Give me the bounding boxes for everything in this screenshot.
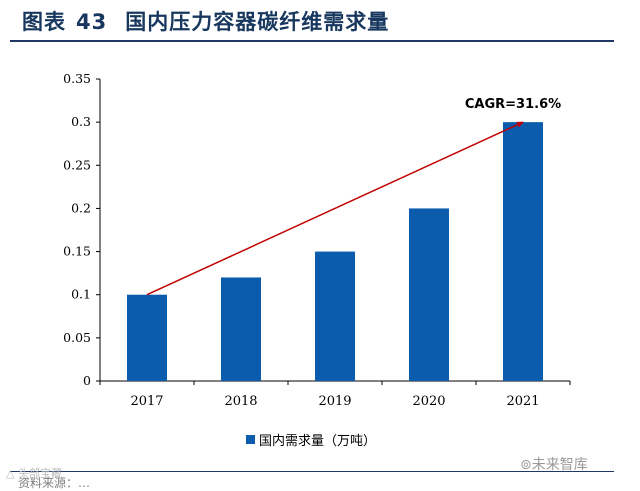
title-divider [10,40,614,42]
bars [127,122,543,382]
y-tick-label: 0.3 [71,114,91,129]
legend: 国内需求量（万吨） [246,430,376,449]
bar-2019 [315,251,355,381]
bar-2017 [127,294,167,381]
legend-swatch [246,435,255,444]
y-tick-label: 0.35 [63,71,91,86]
x-tick-label: 2019 [318,394,351,409]
axes: 0 0.05 0.1 0.15 0.2 0.25 0.3 0.35 2017 2018 2019 20… [63,71,571,409]
y-tick-label: 0.1 [71,287,91,302]
cagr-arrow [146,121,524,296]
y-tick-label: 0.15 [63,244,91,259]
bar-2021 [503,122,543,382]
bar-2018 [221,277,261,381]
bar-2020 [409,208,449,381]
x-tick-label: 2021 [506,394,539,409]
chart-title: 图表 43 国内压力容器碳纤维需求量 [22,6,389,36]
legend-label: 国内需求量（万吨） [259,434,377,449]
figure-number: 43 [76,10,108,34]
y-tick-label: 0.05 [63,330,91,345]
cagr-annotation: CAGR=31.6% [146,97,561,296]
y-tick-label: 0.25 [63,157,91,172]
y-tick-label: 0 [83,373,91,388]
y-tick-label: 0.2 [71,200,91,215]
x-tick-label: 2018 [224,394,257,409]
figure-label: 图表 [22,10,66,34]
cagr-label: CAGR=31.6% [465,97,561,112]
x-tick-label: 2017 [130,394,163,409]
x-tick-label: 2020 [412,394,445,409]
figure-title: 国内压力容器碳纤维需求量 [125,10,390,34]
footer-divider [10,471,614,472]
watermark-right: ⊚未来智库 [520,457,588,473]
source-note: 资料来源：… [18,476,91,490]
watermark-left: △ 头部宝藏 [6,467,62,480]
